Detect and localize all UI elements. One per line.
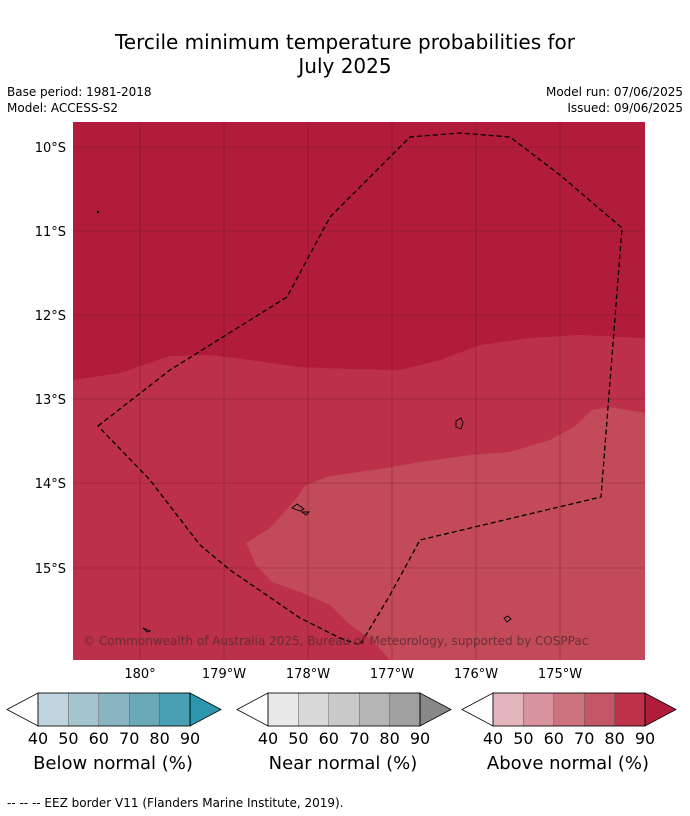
near-colorbar-tick: 60 — [319, 729, 339, 748]
island-5 — [142, 627, 152, 633]
below-colorbar-tick: 40 — [28, 729, 48, 748]
near-colorbar-left-arrow — [236, 692, 269, 727]
near-colorbar-segment — [267, 692, 299, 727]
meta-right: Model run: 07/06/2025 Issued: 09/06/2025 — [546, 84, 683, 116]
below-colorbar-segment — [68, 692, 100, 727]
graticule — [73, 122, 645, 660]
near-colorbar-tick: 80 — [379, 729, 399, 748]
below-colorbar-segment — [159, 692, 191, 727]
near-colorbar-right-arrow — [419, 692, 452, 727]
below-colorbar-segment — [98, 692, 130, 727]
copyright-text: © Commonwealth of Australia 2025, Bureau… — [83, 634, 588, 648]
lon-label: 177°W — [370, 667, 414, 682]
lat-label: 15°S — [35, 562, 66, 577]
near-colorbar-segment — [298, 692, 329, 727]
island-6 — [96, 210, 100, 214]
above-colorbar-segment — [614, 692, 646, 727]
above-colorbar-tick: 70 — [574, 729, 594, 748]
legend-title-below: Below normal (%) — [33, 753, 193, 774]
near-colorbar-outline — [267, 692, 421, 727]
eez-footnote: -- -- -- EEZ border V11 (Flanders Marine… — [7, 796, 344, 810]
meta-left: Base period: 1981-2018 Model: ACCESS-S2 — [7, 84, 152, 116]
below-colorbar-segment — [37, 692, 69, 727]
below-colorbar-right-arrow — [189, 692, 222, 727]
legend-title-above: Above normal (%) — [486, 753, 650, 774]
above-colorbar-left-arrow — [461, 692, 494, 727]
near-colorbar-tick: 90 — [410, 729, 430, 748]
forecast-map: © Commonwealth of Australia 2025, Bureau… — [6, 122, 677, 748]
above-colorbar-segment — [523, 692, 555, 727]
above-colorbar-segment — [584, 692, 615, 727]
below-colorbar-tick: 90 — [180, 729, 200, 748]
below-colorbar-segment — [128, 692, 160, 727]
below-colorbar-tick: 80 — [149, 729, 169, 748]
below-colorbar-left-arrow — [6, 692, 39, 727]
lat-label: 12°S — [35, 309, 66, 324]
base-period: Base period: 1981-2018 — [7, 85, 152, 99]
lon-label: 175°W — [538, 667, 582, 682]
above-colorbar-tick: 80 — [604, 729, 624, 748]
near-colorbar-tick: 70 — [349, 729, 369, 748]
model-run: Model run: 07/06/2025 — [545, 85, 683, 99]
lat-labels: 10°S 11°S 12°S 13°S 14°S 15°S — [35, 141, 66, 577]
issued-date: Issued: 09/06/2025 — [567, 101, 683, 115]
below-colorbar-tick: 50 — [58, 729, 78, 748]
lon-labels: 180° 179°W 178°W 177°W 176°W 175°W — [124, 667, 582, 682]
above-colorbar-segment — [492, 692, 524, 727]
above-colorbar-segment — [553, 692, 585, 727]
near-colorbar-segment — [328, 692, 360, 727]
islands — [96, 210, 512, 633]
title-line-2: July 2025 — [298, 54, 392, 78]
lat-label: 11°S — [35, 225, 66, 240]
below-colorbar-tick: 70 — [119, 729, 139, 748]
lat-label: 13°S — [35, 393, 66, 408]
near-colorbar-tick: 40 — [258, 729, 278, 748]
above-colorbar-outline — [492, 692, 646, 727]
map-title: Tercile minimum temperature probabilitie… — [0, 30, 690, 78]
island-2 — [291, 503, 305, 512]
above-colorbar-tick: 40 — [483, 729, 503, 748]
near-colorbar-segment — [389, 692, 421, 727]
above-colorbar-tick: 50 — [513, 729, 533, 748]
lon-label: 176°W — [454, 667, 498, 682]
above-colorbar-right-arrow — [644, 692, 677, 727]
island-4 — [503, 615, 512, 623]
legend-title-near: Near normal (%) — [268, 753, 418, 774]
eez-border — [97, 132, 623, 646]
lat-label: 14°S — [35, 477, 66, 492]
island-1 — [455, 417, 464, 430]
above-colorbar-tick: 60 — [544, 729, 564, 748]
lat-label: 10°S — [35, 141, 66, 156]
lon-label: 178°W — [286, 667, 330, 682]
near-colorbar-tick: 50 — [288, 729, 308, 748]
above-colorbar-tick: 90 — [635, 729, 655, 748]
colorbars: 40 50 60 70 80 90 40 50 60 70 80 90 40 50 60 70 80 90 — [6, 692, 677, 748]
island-3 — [300, 511, 311, 516]
lon-label: 179°W — [202, 667, 246, 682]
below-colorbar-outline — [37, 692, 191, 727]
model-name: Model: ACCESS-S2 — [7, 101, 119, 115]
below-colorbar-tick: 60 — [89, 729, 109, 748]
lon-label: 180° — [124, 667, 155, 682]
title-line-1: Tercile minimum temperature probabilitie… — [114, 30, 576, 54]
near-colorbar-segment — [359, 692, 390, 727]
